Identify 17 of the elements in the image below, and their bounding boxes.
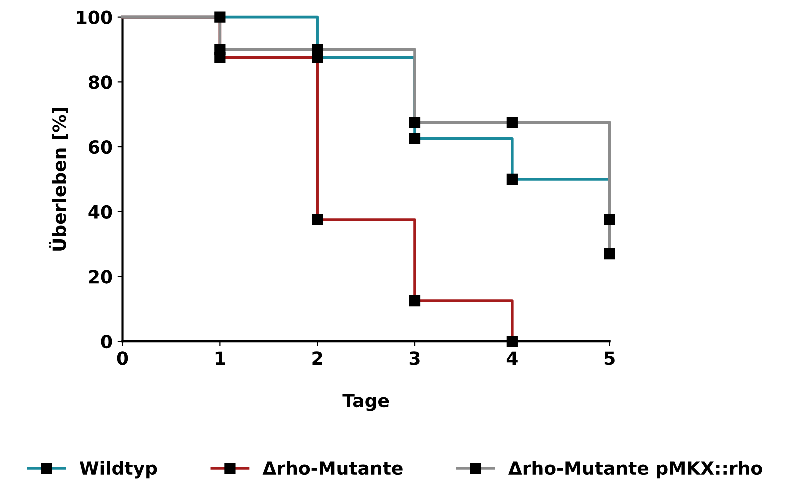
legend-label: Wildtyp bbox=[80, 461, 158, 479]
y-axis-title: Überleben [%] bbox=[49, 108, 68, 251]
y-tick-label: 0 bbox=[101, 335, 112, 349]
y-tick-label: 80 bbox=[89, 76, 112, 90]
x-tick-label: 3 bbox=[410, 352, 420, 366]
x-axis-title: Tage bbox=[342, 394, 390, 412]
y-tick-label: 20 bbox=[89, 270, 112, 284]
x-tick-label: 2 bbox=[312, 352, 322, 365]
x-tick-label: 4 bbox=[506, 352, 518, 365]
y-tick-label: 60 bbox=[89, 140, 112, 154]
x-tick-label: 0 bbox=[117, 352, 128, 366]
x-tick-label: 1 bbox=[216, 352, 226, 365]
y-tick-label: 100 bbox=[77, 10, 112, 24]
y-tick-label: 40 bbox=[88, 205, 112, 219]
legend-label: Δrho-Mutante bbox=[262, 461, 403, 476]
x-tick-label: 5 bbox=[604, 352, 615, 366]
legend-label: Δrho-Mutante pMKX::rho bbox=[508, 461, 762, 479]
